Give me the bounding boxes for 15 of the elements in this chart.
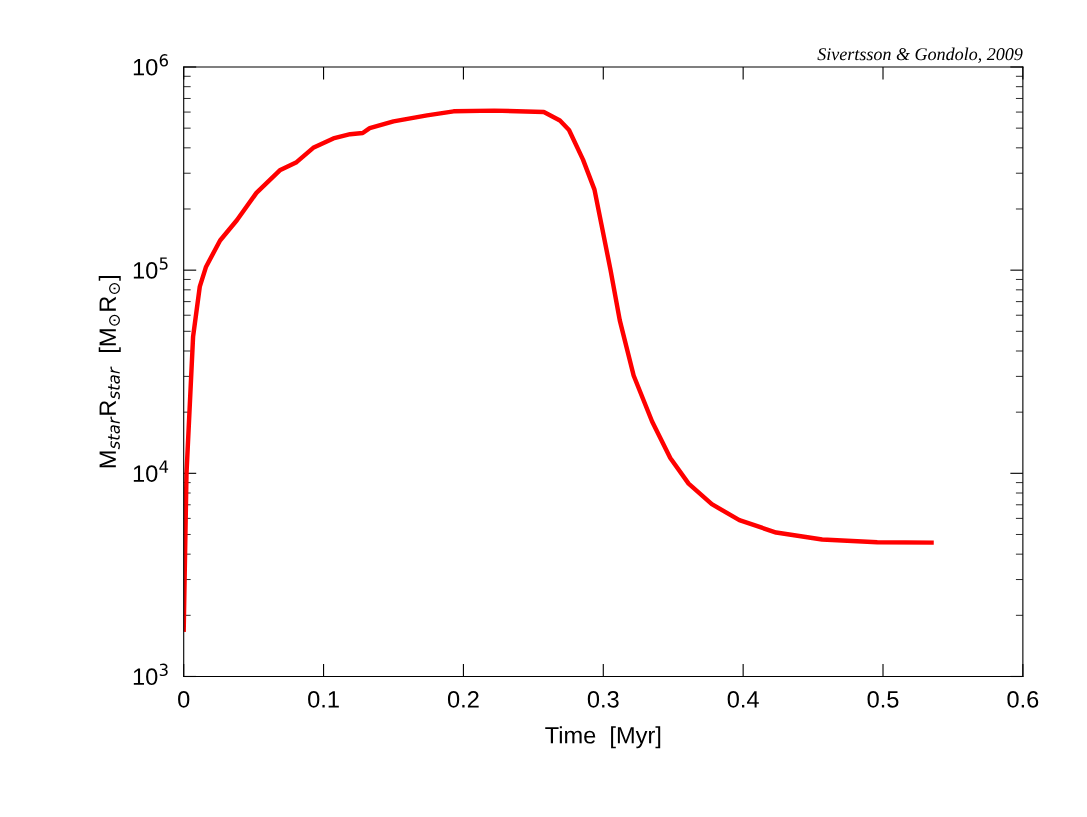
x-axis-title: Time [Myr] bbox=[545, 726, 661, 749]
x-tick-label: 0.1 bbox=[308, 690, 339, 708]
text: Sivertsson & Gondolo, 2009 bbox=[817, 47, 1023, 63]
x-tick-label: 0.6 bbox=[1007, 690, 1039, 708]
x-tick-label: 0 bbox=[178, 690, 190, 708]
y-tick-label: 10$^{3}$ bbox=[133, 663, 168, 686]
y-tick-label: 10$^{5}$ bbox=[133, 257, 168, 279]
x-tick-label: 0.2 bbox=[447, 690, 479, 708]
x-tick-label: 0.5 bbox=[867, 690, 899, 708]
x-tick-label: 0.4 bbox=[727, 690, 759, 708]
y-tick-label: 10$^{4}$ bbox=[133, 460, 169, 482]
text: M$_{star}$R$_{star}$ [M$_{⊙}$R$_{⊙}$] bbox=[98, 276, 121, 468]
x-tick-label: 0.3 bbox=[587, 690, 619, 708]
line-series bbox=[183, 108, 934, 632]
y-tick-label: 10$^{6}$ bbox=[133, 54, 168, 76]
